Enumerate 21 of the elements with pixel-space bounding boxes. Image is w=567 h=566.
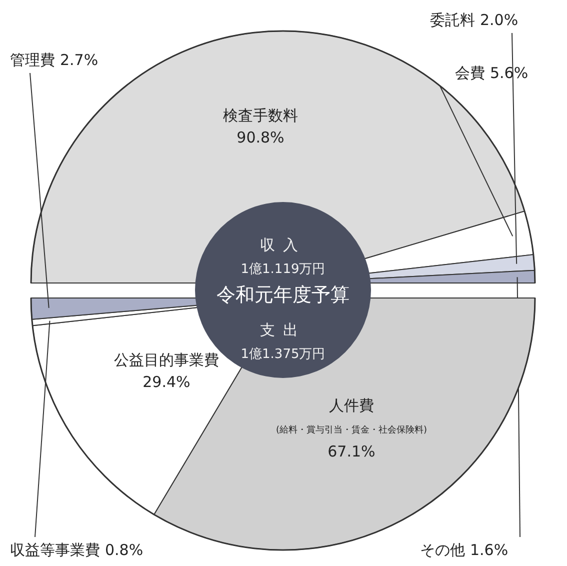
slice-label: その他 <box>420 541 465 559</box>
data-label: 67.1% <box>328 442 376 460</box>
text: (給料・賞与引当・賃金・社会保険料) <box>276 426 427 436</box>
data-label: 2.0% <box>480 11 518 29</box>
text: 1億1.119万円 <box>240 262 326 277</box>
data-label: 1.6% <box>470 541 508 559</box>
slice-label: 会費 <box>455 64 485 82</box>
slice-label: 人件費 <box>328 396 374 414</box>
slice-label: 公益目的事業費 <box>114 351 219 369</box>
data-label: 29.4% <box>142 373 190 391</box>
text: 1億1.375万円 <box>240 347 326 362</box>
slice-label: 委託料 <box>430 11 475 29</box>
slice-label: 検査手数料 <box>223 106 298 124</box>
text: 支出 <box>260 321 306 339</box>
slice-label: 収益等事業費 <box>10 541 100 559</box>
data-label: 2.7% <box>60 51 98 69</box>
text: 令和元年度予算 <box>216 284 350 306</box>
text: 収入 <box>260 236 306 254</box>
slice-label: 管理費 <box>10 51 55 69</box>
data-label: 90.8% <box>236 128 284 146</box>
data-label: 0.8% <box>105 541 144 559</box>
